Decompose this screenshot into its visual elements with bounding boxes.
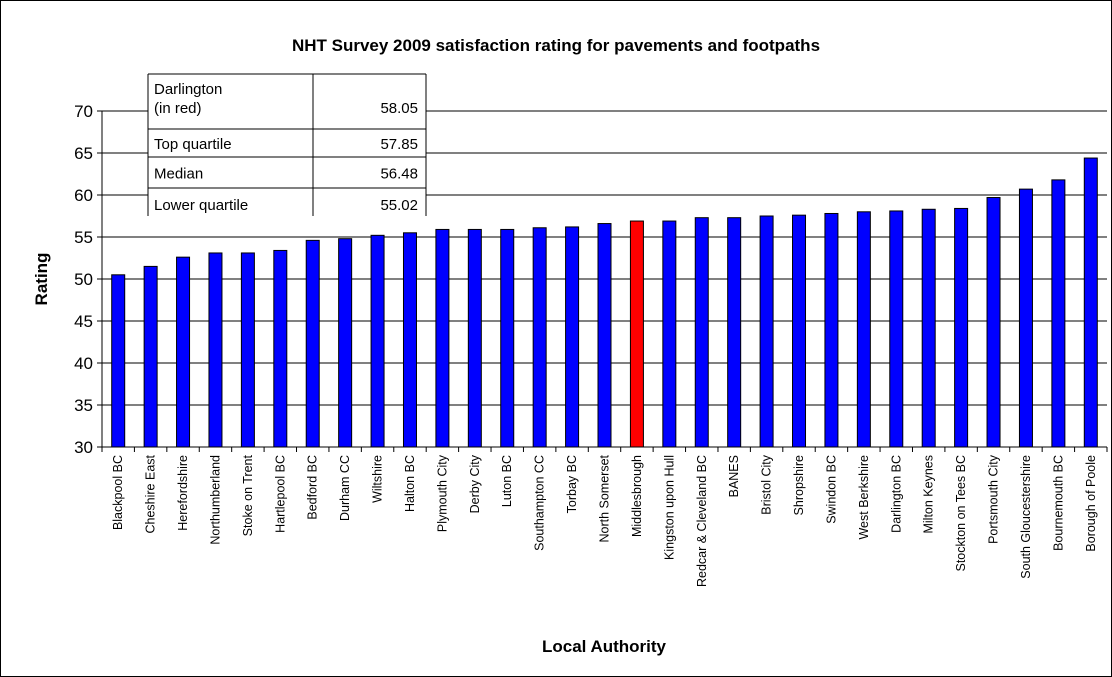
x-tick-label: Hartlepool BC — [273, 455, 287, 533]
x-tick-label: Wiltshire — [371, 455, 385, 503]
bar — [273, 249, 288, 448]
bar — [208, 252, 223, 448]
x-axis-title: Local Authority — [542, 637, 667, 656]
table-value: 57.85 — [380, 136, 418, 153]
x-tick-label: Redcar & Cleveland BC — [695, 455, 709, 587]
y-tick-label: 45 — [74, 312, 93, 331]
x-tick-label: Bournemouth BC — [1051, 455, 1065, 551]
bar — [856, 211, 871, 448]
bar — [402, 232, 417, 448]
x-tick-label: Middlesbrough — [630, 455, 644, 537]
y-tick-label: 50 — [74, 270, 93, 289]
x-tick-label: Stockton on Tees BC — [954, 455, 968, 572]
bar — [921, 208, 936, 448]
x-tick-label: Derby City — [468, 454, 482, 513]
table-label: Lower quartile — [154, 197, 248, 214]
x-tick-label: Cheshire East — [144, 454, 158, 533]
bar — [435, 228, 450, 448]
x-tick-label: West Berkshire — [857, 455, 871, 540]
bar — [338, 238, 353, 448]
y-tick-label: 60 — [74, 186, 93, 205]
y-tick-label: 70 — [74, 102, 93, 121]
bar — [532, 227, 547, 448]
y-tick-label: 40 — [74, 354, 93, 373]
table-label: Darlington — [154, 81, 222, 98]
bar — [305, 239, 320, 448]
x-tick-label: Plymouth City — [435, 454, 449, 532]
bar — [370, 234, 385, 448]
bar — [727, 217, 742, 448]
x-tick-label: Halton BC — [403, 455, 417, 512]
y-tick-label: 30 — [74, 438, 93, 457]
y-tick-label: 65 — [74, 144, 93, 163]
x-tick-label: North Somerset — [598, 454, 612, 542]
x-tick-label: Borough of Poole — [1084, 455, 1098, 552]
bar — [694, 217, 709, 448]
bar — [176, 256, 191, 448]
x-tick-label: Portsmouth City — [987, 454, 1001, 544]
x-tick-label: Durham CC — [338, 455, 352, 521]
y-tick-label: 35 — [74, 396, 93, 415]
table-value: 58.05 — [380, 100, 418, 117]
x-tick-label: Herefordshire — [176, 455, 190, 531]
bar — [597, 223, 612, 448]
table-background — [148, 74, 426, 216]
bar-highlight — [629, 220, 644, 448]
table-label: (in red) — [154, 100, 202, 117]
bar — [500, 228, 515, 448]
x-tick-label: Swindon BC — [824, 455, 838, 524]
y-tick-label: 55 — [74, 228, 93, 247]
bar — [662, 220, 677, 448]
x-tick-label: Kingston upon Hull — [662, 455, 676, 560]
x-tick-label: Darlington BC — [889, 455, 903, 533]
table-value: 55.02 — [380, 197, 418, 214]
bar — [1083, 157, 1098, 448]
bar — [986, 197, 1001, 448]
bar — [565, 226, 580, 448]
table-label: Top quartile — [154, 136, 232, 153]
bar — [240, 252, 255, 448]
x-tick-label: Stoke on Trent — [241, 454, 255, 536]
bar — [467, 228, 482, 448]
bar — [889, 210, 904, 448]
x-tick-label: Milton Keynes — [922, 455, 936, 534]
bar — [824, 212, 839, 448]
y-axis-title: Rating — [32, 253, 51, 306]
summary-table: Darlington (in red) 58.05 Top quartile 57.85… — [147, 73, 427, 216]
bar — [143, 265, 158, 448]
bar — [792, 214, 807, 448]
x-tick-label: Luton BC — [500, 455, 514, 507]
x-tick-label: Blackpool BC — [111, 455, 125, 530]
x-tick-label: Northumberland — [208, 455, 222, 545]
bar — [759, 215, 774, 448]
x-tick-label: Bristol City — [760, 454, 774, 514]
table-value: 56.48 — [380, 166, 418, 183]
x-tick-label: Torbay BC — [565, 455, 579, 513]
chart-title: NHT Survey 2009 satisfaction rating for … — [292, 36, 820, 55]
bar — [1018, 188, 1033, 448]
bar — [1051, 179, 1066, 448]
x-tick-label: Bedford BC — [306, 455, 320, 520]
x-tick-label: South Gloucestershire — [1019, 455, 1033, 579]
bar — [111, 274, 126, 448]
bar — [954, 207, 969, 448]
x-tick-label: Shropshire — [792, 455, 806, 515]
table-label: Median — [154, 166, 203, 183]
x-tick-label: BANES — [727, 455, 741, 497]
x-tick-label: Southampton CC — [533, 455, 547, 551]
